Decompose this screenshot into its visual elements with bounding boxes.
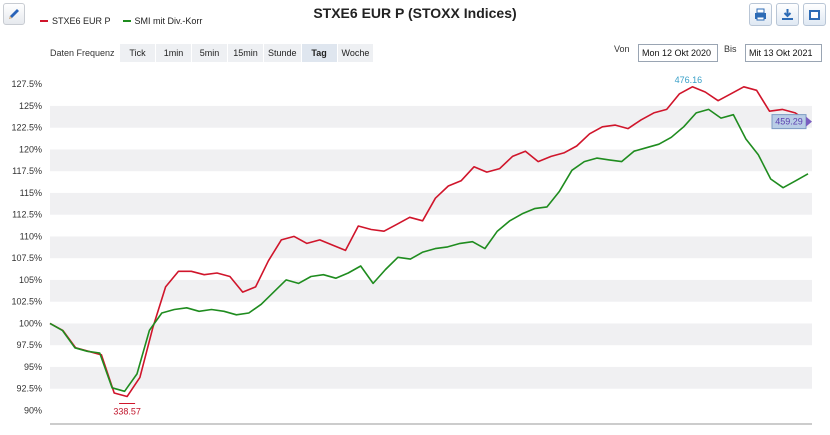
- grid-band: [50, 236, 812, 259]
- y-tick-label: 90%: [24, 405, 42, 415]
- freq-tick-button[interactable]: Tick: [120, 44, 156, 62]
- y-tick-label: 105%: [19, 275, 42, 285]
- chart-title: STXE6 EUR P (STOXX Indices): [313, 5, 517, 21]
- y-tick-label: 112.5%: [12, 210, 42, 220]
- y-tick-label: 102.5%: [11, 297, 42, 307]
- y-tick-label: 120%: [19, 144, 42, 154]
- y-tick-label: 125%: [19, 101, 42, 111]
- edit-button[interactable]: [3, 3, 25, 25]
- series-line-smi: [49, 108, 809, 393]
- low-annotation: 338.57: [113, 407, 141, 417]
- pencil-icon: [9, 9, 19, 19]
- y-tick-label: 115%: [20, 188, 42, 198]
- download-icon: [782, 9, 793, 20]
- grid-band: [50, 149, 812, 172]
- grid-band: [50, 279, 812, 302]
- grid-band: [50, 366, 812, 389]
- freq-stunde-button[interactable]: Stunde: [264, 44, 302, 62]
- freq-1min-button[interactable]: 1min: [156, 44, 192, 62]
- y-tick-label: 97.5%: [16, 340, 42, 350]
- legend-label-smi: SMI mit Div.-Korr: [134, 16, 203, 26]
- y-tick-label: 95%: [24, 362, 42, 372]
- freq-15min-button[interactable]: 15min: [228, 44, 264, 62]
- legend-item-stxe6[interactable]: STXE6 EUR P: [40, 16, 111, 26]
- from-label: Von: [614, 44, 630, 54]
- grid-band: [50, 105, 812, 128]
- freq-tag-button[interactable]: Tag: [301, 44, 338, 62]
- export-icon: [809, 10, 820, 20]
- y-tick-label: 122.5%: [11, 123, 42, 133]
- series-line-stxe6: [49, 86, 809, 398]
- freq-5min-button[interactable]: 5min: [192, 44, 228, 62]
- legend-label-stxe6: STXE6 EUR P: [52, 16, 111, 26]
- export-button[interactable]: [803, 3, 826, 26]
- last-value-label: 459.29: [775, 117, 803, 127]
- y-tick-label: 127.5%: [11, 79, 42, 89]
- y-tick-label: 117.5%: [12, 166, 42, 176]
- y-tick-label: 92.5%: [16, 384, 42, 394]
- download-button[interactable]: [776, 3, 799, 26]
- legend-swatch-smi: [122, 20, 131, 22]
- frequency-label: Daten Frequenz: [50, 48, 115, 58]
- print-icon: [755, 8, 766, 21]
- toolbar: [749, 3, 826, 26]
- freq-woche-button[interactable]: Woche: [337, 44, 375, 62]
- grid-band: [50, 323, 812, 346]
- last-value-pointer: [806, 116, 812, 127]
- to-label: Bis: [724, 44, 737, 54]
- legend: STXE6 EUR P SMI mit Div.-Korr: [40, 16, 202, 26]
- print-button[interactable]: [749, 3, 772, 26]
- grid-band: [50, 192, 812, 215]
- legend-item-smi[interactable]: SMI mit Div.-Korr: [122, 16, 203, 26]
- y-tick-label: 100%: [19, 318, 42, 328]
- from-date-input[interactable]: Mon 12 Okt 2020: [638, 44, 718, 62]
- y-tick-label: 107.5%: [11, 253, 42, 263]
- legend-swatch-stxe6: [40, 20, 48, 22]
- frequency-selector: Tick 1min 5min 15min Stunde Tag Woche: [120, 44, 375, 62]
- to-date-input[interactable]: Mit 13 Okt 2021: [745, 44, 822, 62]
- high-annotation: 476.16: [675, 75, 703, 85]
- y-tick-label: 110%: [20, 231, 42, 241]
